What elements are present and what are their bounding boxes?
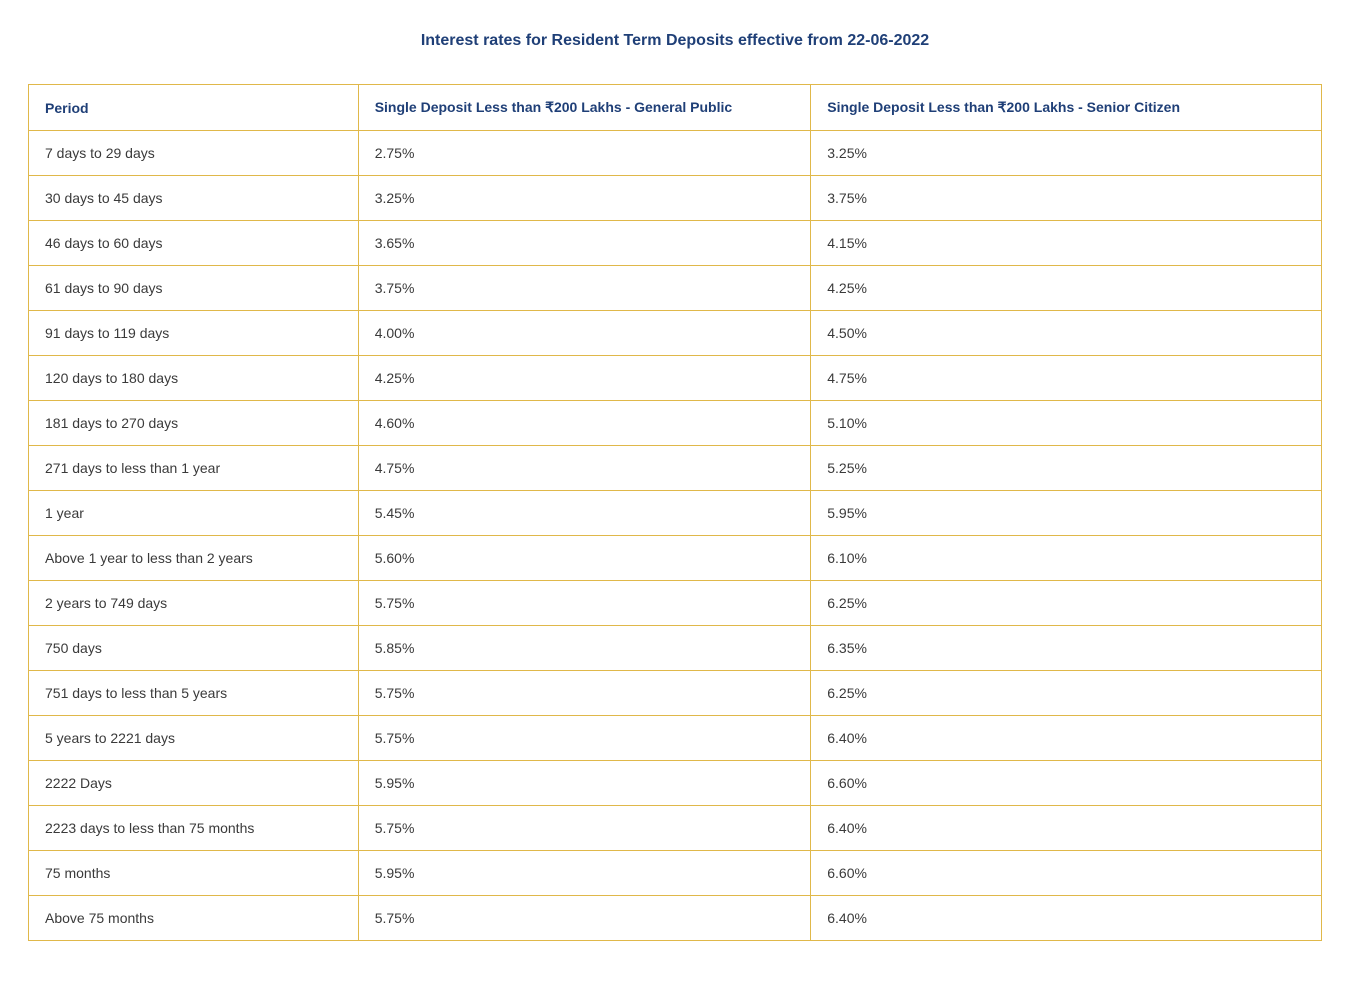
- cell-general: 5.75%: [358, 716, 811, 761]
- cell-senior: 6.40%: [811, 806, 1322, 851]
- table-row: 91 days to 119 days 4.00% 4.50%: [29, 311, 1322, 356]
- cell-senior: 6.10%: [811, 536, 1322, 581]
- cell-senior: 4.50%: [811, 311, 1322, 356]
- cell-senior: 5.10%: [811, 401, 1322, 446]
- table-row: 2 years to 749 days 5.75% 6.25%: [29, 581, 1322, 626]
- table-row: 46 days to 60 days 3.65% 4.15%: [29, 221, 1322, 266]
- cell-period: 181 days to 270 days: [29, 401, 359, 446]
- cell-senior: 3.75%: [811, 176, 1322, 221]
- cell-period: 5 years to 2221 days: [29, 716, 359, 761]
- table-row: 750 days 5.85% 6.35%: [29, 626, 1322, 671]
- cell-general: 3.25%: [358, 176, 811, 221]
- cell-senior: 6.25%: [811, 671, 1322, 716]
- cell-period: 2222 Days: [29, 761, 359, 806]
- cell-general: 5.95%: [358, 761, 811, 806]
- cell-period: 91 days to 119 days: [29, 311, 359, 356]
- cell-period: 61 days to 90 days: [29, 266, 359, 311]
- cell-general: 2.75%: [358, 131, 811, 176]
- cell-general: 5.75%: [358, 671, 811, 716]
- cell-period: 2 years to 749 days: [29, 581, 359, 626]
- table-row: 61 days to 90 days 3.75% 4.25%: [29, 266, 1322, 311]
- table-header-row: Period Single Deposit Less than ₹200 Lak…: [29, 85, 1322, 131]
- cell-general: 4.60%: [358, 401, 811, 446]
- cell-period: 1 year: [29, 491, 359, 536]
- cell-senior: 6.60%: [811, 761, 1322, 806]
- cell-senior: 4.25%: [811, 266, 1322, 311]
- table-row: Above 1 year to less than 2 years 5.60% …: [29, 536, 1322, 581]
- cell-period: Above 75 months: [29, 896, 359, 941]
- col-header-senior-citizen: Single Deposit Less than ₹200 Lakhs - Se…: [811, 85, 1322, 131]
- cell-senior: 5.25%: [811, 446, 1322, 491]
- table-row: 181 days to 270 days 4.60% 5.10%: [29, 401, 1322, 446]
- cell-period: 271 days to less than 1 year: [29, 446, 359, 491]
- table-row: 751 days to less than 5 years 5.75% 6.25…: [29, 671, 1322, 716]
- table-row: 5 years to 2221 days 5.75% 6.40%: [29, 716, 1322, 761]
- table-row: 30 days to 45 days 3.25% 3.75%: [29, 176, 1322, 221]
- table-row: 7 days to 29 days 2.75% 3.25%: [29, 131, 1322, 176]
- col-header-period: Period: [29, 85, 359, 131]
- cell-period: 75 months: [29, 851, 359, 896]
- cell-general: 4.75%: [358, 446, 811, 491]
- col-header-general-public: Single Deposit Less than ₹200 Lakhs - Ge…: [358, 85, 811, 131]
- cell-period: 7 days to 29 days: [29, 131, 359, 176]
- cell-senior: 6.60%: [811, 851, 1322, 896]
- cell-general: 3.75%: [358, 266, 811, 311]
- cell-period: 2223 days to less than 75 months: [29, 806, 359, 851]
- table-row: 271 days to less than 1 year 4.75% 5.25%: [29, 446, 1322, 491]
- cell-senior: 5.95%: [811, 491, 1322, 536]
- cell-general: 5.45%: [358, 491, 811, 536]
- cell-senior: 6.40%: [811, 716, 1322, 761]
- cell-general: 5.60%: [358, 536, 811, 581]
- cell-general: 5.75%: [358, 896, 811, 941]
- cell-general: 5.75%: [358, 581, 811, 626]
- table-row: 2222 Days 5.95% 6.60%: [29, 761, 1322, 806]
- table-row: 2223 days to less than 75 months 5.75% 6…: [29, 806, 1322, 851]
- cell-general: 3.65%: [358, 221, 811, 266]
- cell-period: 30 days to 45 days: [29, 176, 359, 221]
- table-body: 7 days to 29 days 2.75% 3.25% 30 days to…: [29, 131, 1322, 941]
- cell-senior: 3.25%: [811, 131, 1322, 176]
- cell-senior: 4.75%: [811, 356, 1322, 401]
- table-row: 1 year 5.45% 5.95%: [29, 491, 1322, 536]
- page-title: Interest rates for Resident Term Deposit…: [28, 32, 1322, 50]
- table-row: Above 75 months 5.75% 6.40%: [29, 896, 1322, 941]
- cell-senior: 6.35%: [811, 626, 1322, 671]
- cell-period: 751 days to less than 5 years: [29, 671, 359, 716]
- cell-senior: 6.25%: [811, 581, 1322, 626]
- table-row: 75 months 5.95% 6.60%: [29, 851, 1322, 896]
- cell-period: Above 1 year to less than 2 years: [29, 536, 359, 581]
- cell-senior: 4.15%: [811, 221, 1322, 266]
- cell-general: 5.85%: [358, 626, 811, 671]
- cell-general: 4.25%: [358, 356, 811, 401]
- cell-general: 5.75%: [358, 806, 811, 851]
- interest-rate-table: Period Single Deposit Less than ₹200 Lak…: [28, 84, 1322, 941]
- cell-general: 4.00%: [358, 311, 811, 356]
- cell-senior: 6.40%: [811, 896, 1322, 941]
- cell-period: 46 days to 60 days: [29, 221, 359, 266]
- cell-general: 5.95%: [358, 851, 811, 896]
- table-header: Period Single Deposit Less than ₹200 Lak…: [29, 85, 1322, 131]
- page-container: Interest rates for Resident Term Deposit…: [0, 0, 1350, 981]
- table-row: 120 days to 180 days 4.25% 4.75%: [29, 356, 1322, 401]
- cell-period: 750 days: [29, 626, 359, 671]
- cell-period: 120 days to 180 days: [29, 356, 359, 401]
